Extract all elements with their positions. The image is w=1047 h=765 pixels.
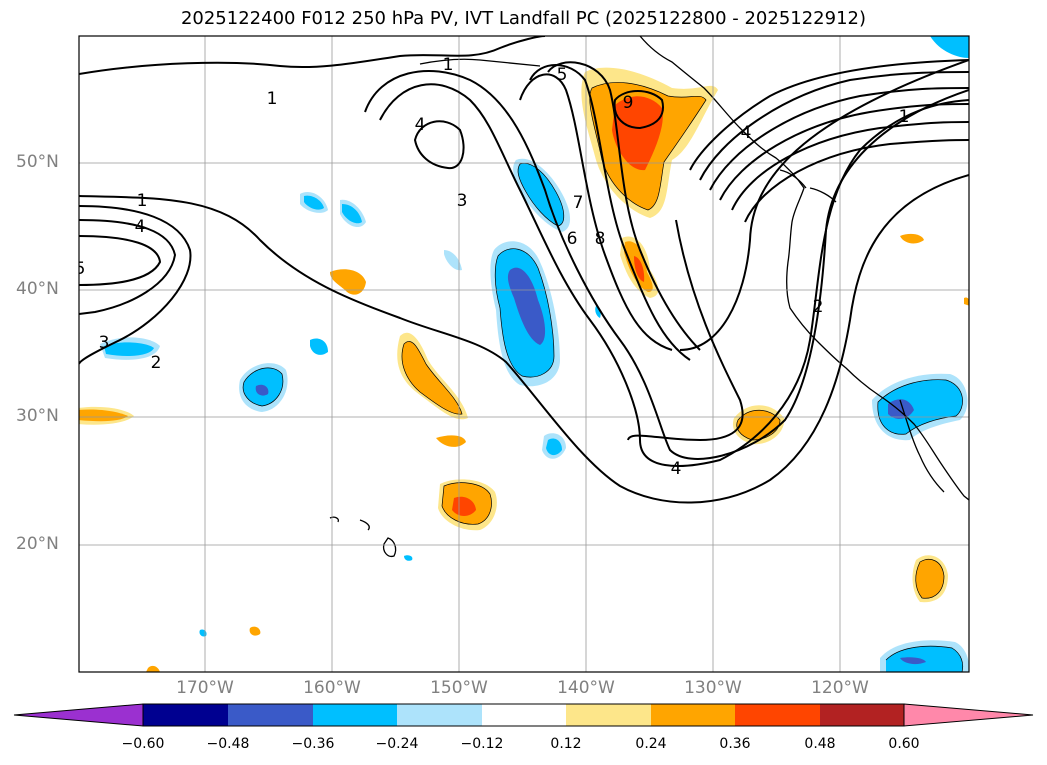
contour-label-8: 8 [595, 229, 606, 249]
colorbar-tick-012: 0.12 [550, 736, 582, 752]
colorbar-tick-neg048: −0.48 [206, 736, 250, 752]
contour-label-5a: 5 [75, 259, 86, 279]
contour-label-9: 9 [623, 93, 634, 113]
map-title: 2025122400 F012 250 hPa PV, IVT Landfall… [180, 8, 867, 29]
lat-label-50n: 50°N [16, 152, 59, 172]
colorbar-tick-neg036: −0.36 [291, 736, 335, 752]
contour-label-5b: 5 [557, 65, 568, 85]
colorbar-tick-048: 0.48 [804, 736, 836, 752]
contour-label-1a: 1 [443, 55, 454, 75]
colorbar-bin-2 [228, 704, 313, 726]
pv-contours [79, 36, 969, 504]
lon-label-150w: 150°W [430, 678, 488, 698]
lon-label-130w: 130°W [684, 678, 742, 698]
contour-label-4c: 4 [671, 459, 682, 479]
lon-label-160w: 160°W [303, 678, 361, 698]
lat-label-20n: 20°N [16, 534, 59, 554]
colorbar-tick-neg024: −0.24 [375, 736, 419, 752]
colorbar [13, 703, 1034, 727]
contour-labels: 1 1 1 1 2 2 3 3 4 4 4 4 5 5 6 7 8 9 [75, 55, 910, 479]
colorbar-bin-3 [313, 704, 397, 726]
contour-label-6: 6 [567, 229, 578, 249]
contour-label-2a: 2 [151, 353, 162, 373]
contour-label-4d: 4 [741, 123, 752, 143]
colorbar-tick-neg012: −0.12 [460, 736, 504, 752]
colorbar-tick-neg060: −0.60 [121, 736, 165, 752]
contour-label-7: 7 [573, 193, 584, 213]
lon-label-170w: 170°W [176, 678, 234, 698]
colorbar-bin-8 [735, 704, 820, 726]
lon-label-140w: 140°W [557, 678, 615, 698]
contour-label-3b: 3 [457, 191, 468, 211]
contour-label-4b: 4 [415, 115, 426, 135]
contour-label-1c: 1 [137, 191, 148, 211]
colorbar-bin-9 [820, 704, 904, 726]
contour-label-2b: 2 [813, 297, 824, 317]
colorbar-bin-5 [482, 704, 566, 726]
lon-label-120w: 120°W [811, 678, 869, 698]
lat-label-40n: 40°N [16, 279, 59, 299]
colorbar-tick-024: 0.24 [635, 736, 667, 752]
plot-frame [78, 35, 970, 673]
contour-label-3a: 3 [99, 333, 110, 353]
contour-label-1b: 1 [267, 89, 278, 109]
colorbar-bin-1 [143, 704, 228, 726]
colorbar-bin-7 [651, 704, 735, 726]
contour-label-1d: 1 [899, 107, 910, 127]
contour-label-4a: 4 [135, 217, 146, 237]
colorbar-bin-6 [566, 704, 651, 726]
colorbar-tick-060: 0.60 [888, 736, 920, 752]
colorbar-extend-low [13, 703, 144, 727]
colorbar-extend-high [903, 703, 1034, 727]
coastlines [329, 36, 969, 558]
lat-label-30n: 30°N [16, 406, 59, 426]
colorbar-tick-036: 0.36 [719, 736, 751, 752]
colorbar-bin-4 [397, 704, 482, 726]
